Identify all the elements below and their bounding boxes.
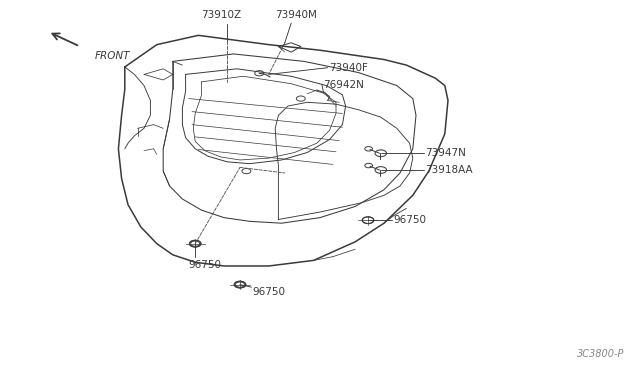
Text: 96750: 96750: [189, 260, 222, 270]
Text: 3C3800-P: 3C3800-P: [577, 349, 624, 359]
Text: 73910Z: 73910Z: [202, 10, 242, 20]
Text: 73947N: 73947N: [426, 148, 467, 158]
Text: 73940F: 73940F: [330, 63, 369, 73]
Text: 96750: 96750: [394, 215, 427, 225]
Text: 96750: 96750: [253, 287, 286, 297]
Text: 73940M: 73940M: [275, 10, 317, 20]
Text: 73918AA: 73918AA: [426, 165, 473, 175]
Text: 76942N: 76942N: [323, 80, 364, 90]
Text: FRONT: FRONT: [95, 51, 130, 61]
